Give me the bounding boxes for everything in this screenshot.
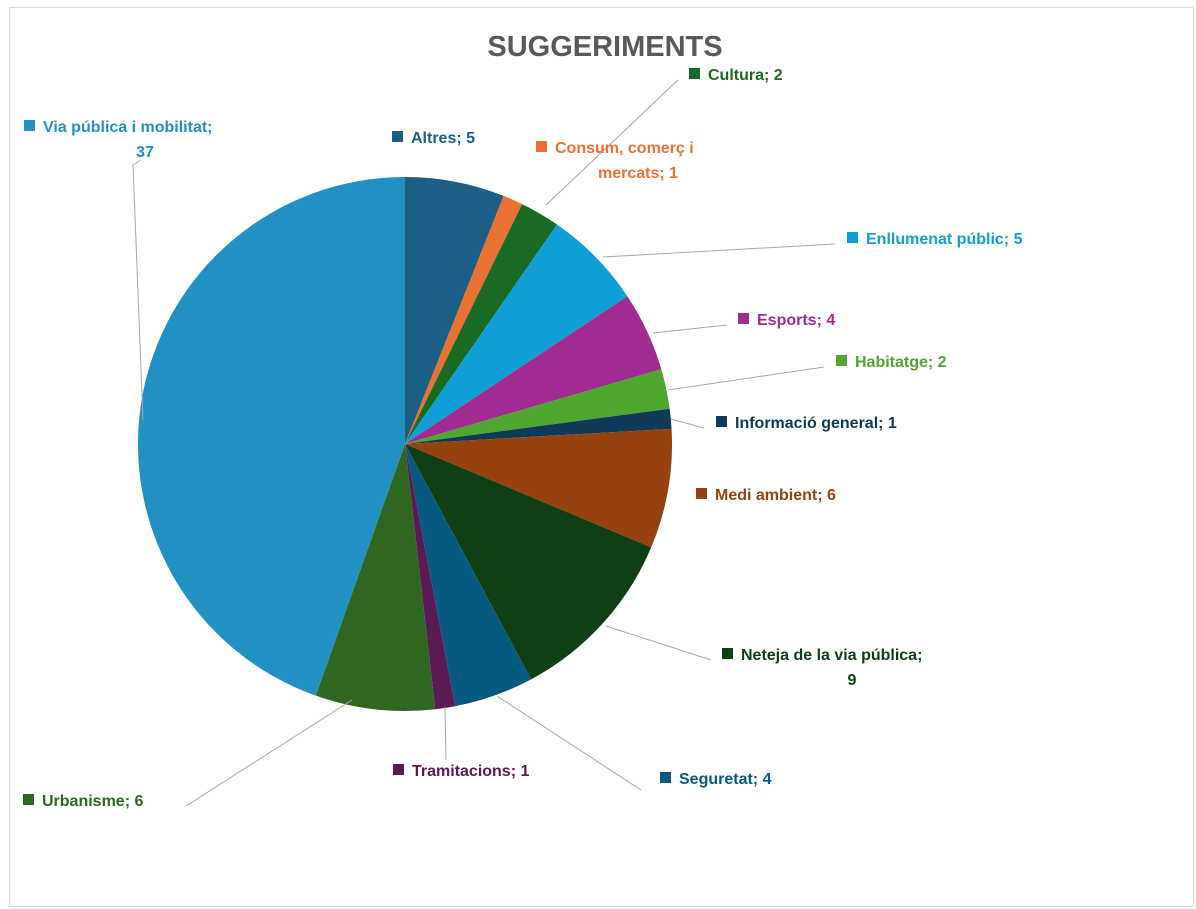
chart-title: SUGGERIMENTS <box>487 31 722 63</box>
pie-slice-medi-ambient <box>405 428 673 548</box>
pie-slice-enllumenat-p-blic <box>405 224 628 444</box>
leader-line-neteja-de-la-via-p-blica <box>605 625 712 661</box>
leader-line-tramitacions <box>444 706 447 761</box>
data-label-enllumenat-p-blic: Enllumenat públic; 5 <box>866 231 1023 248</box>
pie-slice-cultura <box>405 204 557 444</box>
data-label-via-p-blica-i-mobilitat: Via pública i mobilitat; 37 <box>43 119 213 161</box>
leader-line-seguretat <box>496 695 642 791</box>
legend-marker-consum-comer-i-mercats <box>536 141 547 152</box>
data-label-consum-comer-i-mercats: Consum, comerç i mercats; 1 <box>555 140 694 182</box>
leader-line-enllumenat-p-blic <box>602 243 836 258</box>
pie-slice-neteja-de-la-via-p-blica <box>405 444 652 680</box>
pie-slice-tramitacions <box>405 444 456 710</box>
legend-marker-urbanisme <box>23 794 34 805</box>
data-label-medi-ambient: Medi ambient; 6 <box>715 487 836 504</box>
legend-marker-informaci-general <box>716 416 727 427</box>
legend-marker-neteja-de-la-via-p-blica <box>722 648 733 659</box>
legend-marker-cultura <box>689 68 700 79</box>
leader-line-via-p-blica-i-mobilitat <box>132 159 144 421</box>
data-label-tramitacions: Tramitacions; 1 <box>412 763 529 780</box>
legend-marker-altres <box>392 131 403 142</box>
legend-marker-enllumenat-p-blic <box>847 232 858 243</box>
pie-slice-altres <box>405 177 504 444</box>
data-label-seguretat: Seguretat; 4 <box>679 771 772 788</box>
pie-slice-consum-comer-i-mercats <box>405 195 523 444</box>
data-label-informaci-general: Informació general; 1 <box>735 415 897 432</box>
pie-slices <box>137 176 673 712</box>
leader-lines <box>132 79 836 807</box>
legend-marker-seguretat <box>660 772 671 783</box>
leader-line-esports <box>652 324 728 334</box>
leader-line-habitatge <box>667 366 825 391</box>
data-label-altres: Altres; 5 <box>411 130 475 147</box>
pie-slice-via-p-blica-i-mobilitat <box>137 176 406 696</box>
pie-slice-seguretat <box>405 444 532 707</box>
legend-marker-medi-ambient <box>696 488 707 499</box>
data-label-neteja-de-la-via-p-blica: Neteja de la via pública; 9 <box>741 647 922 689</box>
leader-line-urbanisme <box>185 699 353 807</box>
legend-marker-habitatge <box>836 355 847 366</box>
legend-marker-esports <box>738 313 749 324</box>
leader-line-cultura <box>545 79 679 206</box>
legend-marker-tramitacions <box>393 764 404 775</box>
data-label-esports: Esports; 4 <box>757 312 835 329</box>
pie-slice-informaci-general <box>405 408 672 444</box>
data-label-cultura: Cultura; 2 <box>708 67 783 84</box>
data-labels: Altres; 5 Consum, comerç i mercats; 1 Cultu… <box>23 67 1023 810</box>
legend-marker-via-p-blica-i-mobilitat <box>24 120 35 131</box>
data-label-habitatge: Habitatge; 2 <box>855 354 947 371</box>
data-label-urbanisme: Urbanisme; 6 <box>42 793 143 810</box>
leader-line-informaci-general <box>670 418 705 429</box>
pie-slice-esports <box>405 296 662 444</box>
pie-slice-urbanisme <box>315 444 436 712</box>
pie-slice-habitatge <box>405 369 670 444</box>
